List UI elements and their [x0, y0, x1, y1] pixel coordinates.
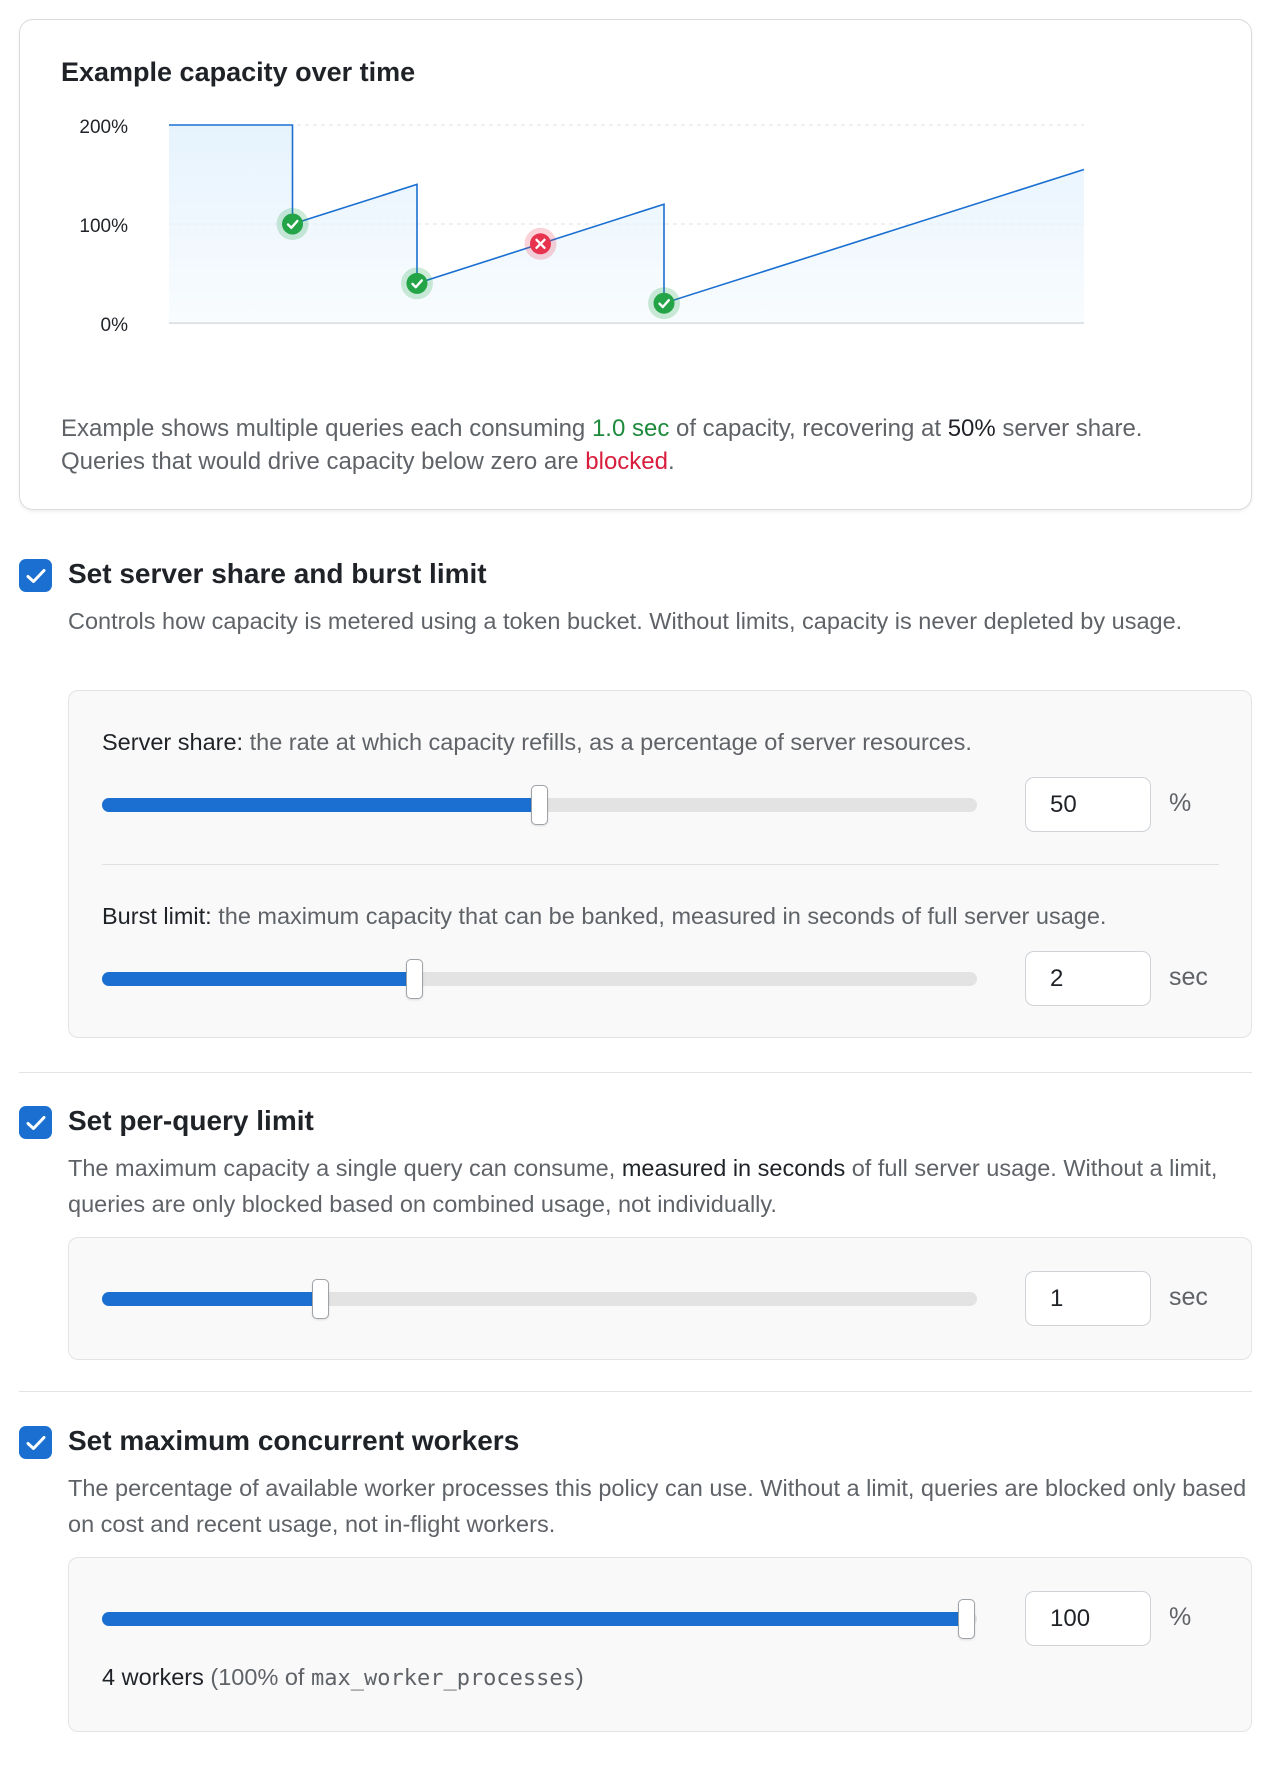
section-divider	[19, 1391, 1252, 1392]
caption-consume-value: 1.0 sec	[591, 415, 670, 442]
share-burst-panel: Server share: the rate at which capacity…	[68, 690, 1252, 1038]
per-query-description-text-1: The maximum capacity a single query can …	[68, 1155, 622, 1181]
workers-slider[interactable]	[102, 1599, 977, 1639]
check-icon	[286, 219, 299, 229]
query-accepted-marker	[282, 213, 304, 235]
server-share-label: Server share: the rate at which capacity…	[102, 729, 972, 756]
query-accepted-marker	[653, 292, 675, 314]
server-share-input[interactable]: 50	[1025, 777, 1151, 832]
per-query-description-bold: measured in seconds	[621, 1155, 846, 1181]
workers-unit: %	[1169, 1603, 1192, 1631]
workers-input[interactable]: 100	[1025, 1591, 1151, 1646]
per-query-title: Set per-query limit	[68, 1105, 314, 1136]
section-divider	[19, 1072, 1252, 1073]
x-icon	[535, 238, 546, 249]
workers-description: The percentage of available worker proce…	[68, 1475, 1247, 1537]
server-share-slider[interactable]	[102, 785, 977, 825]
burst-limit-slider-fill	[102, 972, 415, 986]
server-share-slider-fill	[102, 798, 540, 812]
caption-text-1: Example shows multiple queries each cons…	[61, 415, 592, 442]
capacity-chart-card: Example capacity over time 200% 100% 0% Ex…	[19, 19, 1252, 510]
per-query-description: The maximum capacity a single query can …	[68, 1150, 1248, 1222]
workers-slider-fill	[102, 1612, 967, 1626]
burst-limit-input[interactable]: 2	[1025, 951, 1151, 1006]
caption-text-3: server share. Queries that would drive c…	[61, 415, 1143, 475]
workers-checkbox[interactable]	[19, 1426, 52, 1459]
check-icon	[411, 279, 423, 289]
caption-text-2: of capacity, recovering at	[669, 415, 948, 442]
y-tick-label: 0%	[101, 315, 129, 336]
server-share-label-bold: Server share:	[102, 729, 244, 755]
workers-setting-name: max_worker_processes	[311, 1666, 576, 1691]
workers-slider-thumb[interactable]	[958, 1599, 975, 1639]
check-icon	[658, 299, 671, 309]
capacity-line	[169, 124, 1085, 305]
burst-limit-slider[interactable]	[102, 959, 977, 999]
check-icon	[26, 1115, 45, 1130]
burst-limit-label-bold: Burst limit:	[102, 903, 212, 929]
workers-note: 4 workers (100% of max_worker_processes)	[102, 1664, 584, 1691]
per-query-checkbox[interactable]	[19, 1106, 52, 1139]
chart-title: Example capacity over time	[61, 57, 416, 87]
burst-limit-label-text: the maximum capacity that can be banked,…	[211, 903, 1107, 929]
share-burst-title: Set server share and burst limit	[68, 558, 487, 589]
burst-limit-label: Burst limit: the maximum capacity that c…	[102, 903, 1106, 930]
check-icon	[26, 568, 45, 583]
server-share-slider-thumb[interactable]	[531, 785, 548, 825]
y-tick-label: 200%	[79, 117, 128, 138]
share-burst-description: Controls how capacity is metered using a…	[68, 608, 1183, 634]
query-accepted-marker	[406, 272, 428, 294]
capacity-area	[169, 125, 1084, 323]
workers-note-open: (100% of	[203, 1664, 311, 1690]
per-query-slider-fill	[102, 1292, 321, 1306]
y-tick-label: 100%	[79, 216, 128, 237]
workers-panel: 100 % 4 workers (100% of max_worker_proc…	[68, 1557, 1252, 1732]
server-share-unit: %	[1169, 789, 1192, 817]
check-icon	[26, 1435, 45, 1450]
per-query-unit: sec	[1169, 1283, 1208, 1311]
chart-caption: Example shows multiple queries each cons…	[61, 412, 1191, 478]
per-query-slider-thumb[interactable]	[312, 1279, 330, 1319]
panel-divider	[102, 864, 1219, 865]
per-query-panel: 1 sec	[68, 1237, 1252, 1360]
burst-limit-unit: sec	[1169, 963, 1208, 991]
per-query-input[interactable]: 1	[1025, 1271, 1151, 1326]
caption-blocked-word: blocked	[585, 448, 668, 475]
share-burst-checkbox[interactable]	[19, 559, 52, 592]
server-share-label-text: the rate at which capacity refills, as a…	[243, 729, 972, 755]
caption-text-4: .	[668, 448, 675, 475]
capacity-chart: 200% 100% 0%	[79, 117, 1085, 336]
workers-title: Set maximum concurrent workers	[68, 1425, 520, 1456]
workers-count: 4 workers	[102, 1664, 204, 1690]
caption-rate-value: 50%	[947, 415, 996, 442]
workers-note-close: )	[575, 1664, 584, 1690]
burst-limit-slider-thumb[interactable]	[405, 959, 423, 999]
per-query-slider[interactable]	[102, 1279, 977, 1319]
per-query-description-text-2: of full server usage. Without a limit, q…	[68, 1155, 1218, 1217]
